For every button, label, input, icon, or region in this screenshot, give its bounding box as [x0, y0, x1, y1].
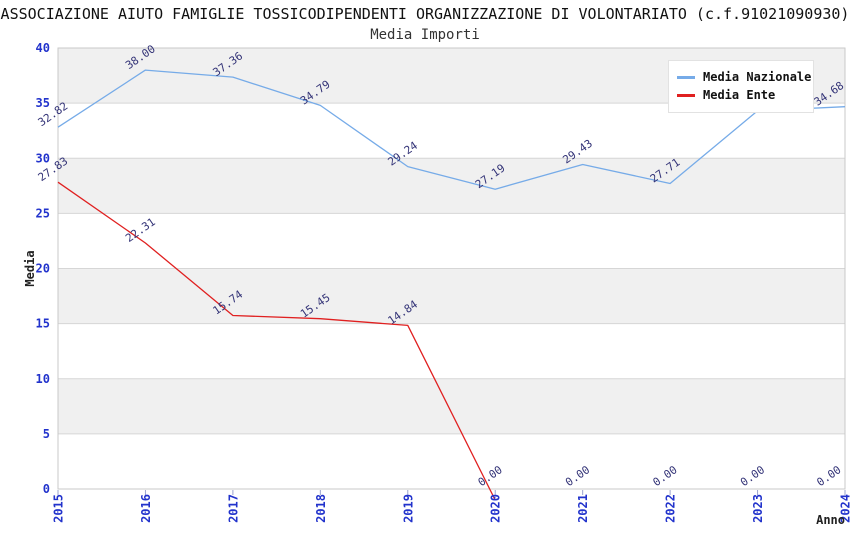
series-line-media-nazionale: [57, 69, 846, 190]
y-tick-label: 15: [36, 317, 50, 331]
y-tick-label: 20: [36, 262, 50, 276]
y-axis-title: Media: [23, 250, 37, 286]
x-tick-label: 2020: [489, 494, 503, 523]
x-tick-label: 2019: [401, 494, 415, 523]
x-tick-label: 2018: [314, 494, 328, 523]
chart-subtitle: Media Importi: [370, 27, 480, 43]
legend-item-media-nazionale: Media Nazionale: [677, 68, 811, 86]
x-tick-label: 2024: [839, 494, 850, 523]
data-label: 0.00: [563, 463, 592, 489]
series-line-media-ente: [57, 181, 496, 501]
x-tick-label: 2022: [664, 494, 678, 523]
data-label: 0.00: [476, 463, 505, 489]
plot-band: [58, 378, 845, 434]
y-tick-label: 40: [36, 41, 50, 55]
x-tick-label: 2023: [751, 494, 765, 523]
legend-label-media-nazionale: Media Nazionale: [703, 70, 812, 84]
x-tick-label: 2015: [52, 494, 66, 523]
data-label: 0.00: [814, 463, 843, 489]
x-axis-title: Anno: [816, 513, 845, 527]
legend-swatch-media-nazionale-icon: [677, 75, 695, 79]
y-tick-label: 0: [43, 482, 50, 496]
data-label: 22.31: [123, 215, 158, 245]
plot-band: [58, 268, 845, 324]
plot-border: [57, 47, 846, 490]
data-label: 0.00: [651, 463, 680, 489]
x-tick-label: 2017: [226, 494, 240, 523]
legend-swatch-media-ente-icon: [677, 93, 695, 97]
y-tick-label: 5: [43, 427, 50, 441]
data-label: 0.00: [738, 463, 767, 489]
x-tick-label: 2021: [576, 494, 590, 523]
y-tick-label: 35: [36, 96, 50, 110]
chart-legend: Media Nazionale Media Ente: [668, 60, 814, 113]
x-tick-label: 2016: [139, 494, 153, 523]
legend-label-media-ente: Media Ente: [703, 88, 776, 102]
y-tick-label: 25: [36, 206, 50, 220]
chart-title: ASSOCIAZIONE AIUTO FAMIGLIE TOSSICODIPEN…: [0, 5, 850, 23]
y-tick-label: 30: [36, 151, 50, 165]
y-tick-label: 10: [36, 372, 50, 386]
legend-item-media-ente: Media Ente: [677, 86, 805, 104]
plot-band: [58, 158, 845, 214]
